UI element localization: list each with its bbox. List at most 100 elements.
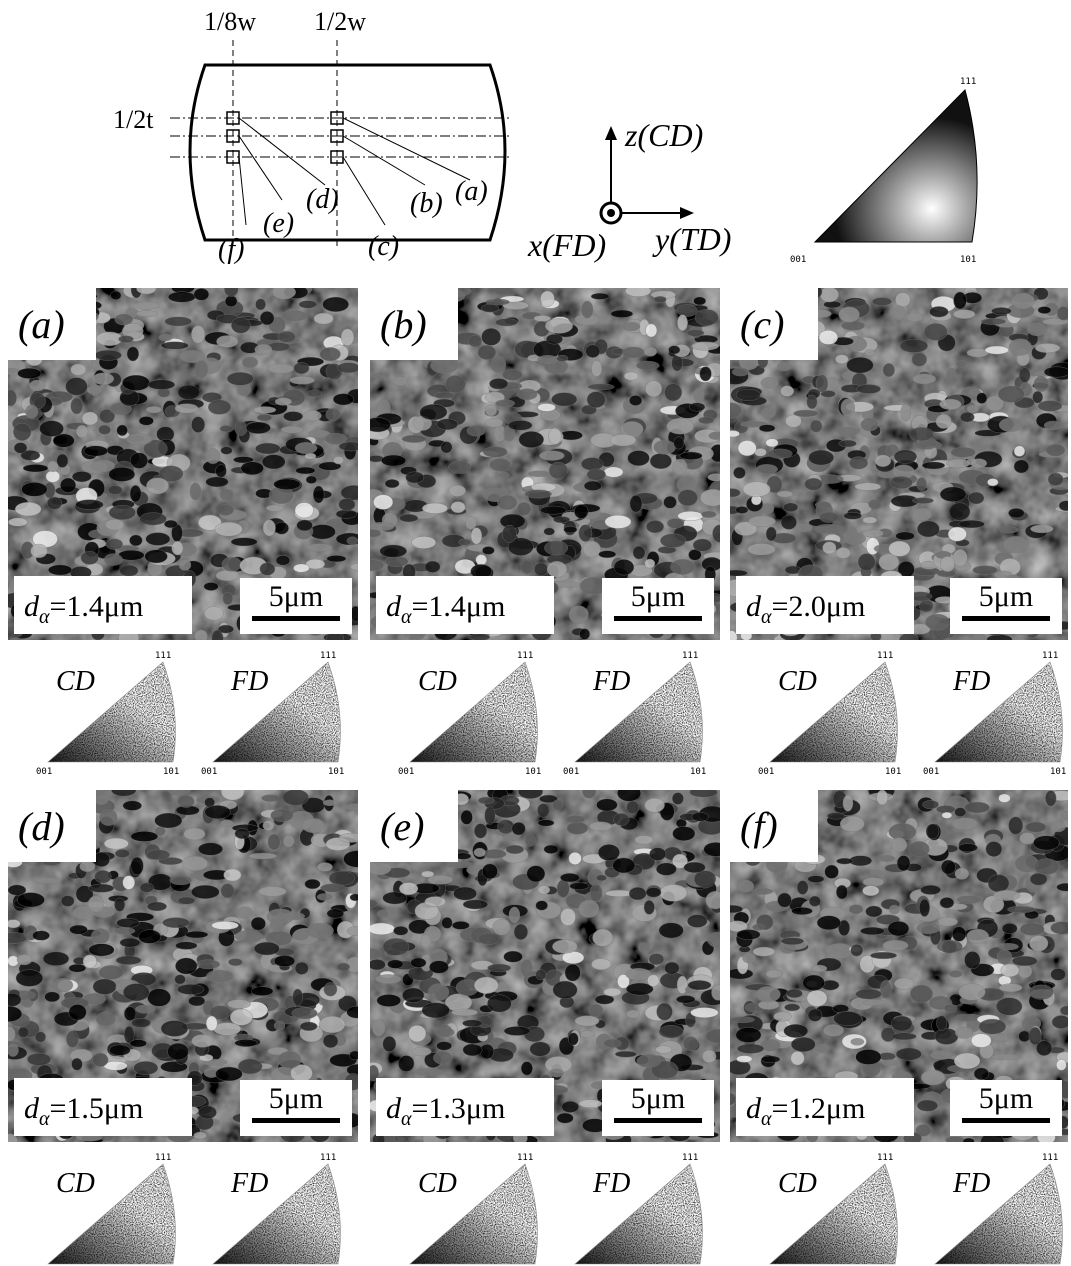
grain (468, 335, 482, 347)
grain (367, 862, 391, 875)
grain (988, 875, 1009, 893)
grain (470, 634, 490, 641)
pole-label: 111 (320, 1153, 336, 1163)
grain (953, 292, 966, 309)
grain (993, 890, 1020, 900)
grain (429, 961, 448, 974)
grain (722, 905, 743, 913)
grain (2, 1134, 17, 1149)
grain (167, 1043, 188, 1060)
grain (69, 1004, 87, 1020)
pole-label: 111 (682, 1153, 698, 1163)
grain (3, 993, 21, 1006)
grain (940, 556, 955, 572)
grain (487, 995, 511, 1012)
grain (967, 929, 989, 943)
grain (215, 1067, 242, 1081)
grain (872, 297, 892, 305)
grain (952, 818, 977, 830)
grain (843, 795, 853, 811)
grain (378, 910, 389, 918)
grain (393, 377, 408, 386)
grain (212, 921, 239, 929)
grain (61, 896, 74, 907)
scale-label: 5μm (979, 580, 1033, 613)
grain (271, 809, 293, 822)
panel: (d)dα=1.5μm5μm111001101CD111001101FD (0, 783, 371, 1266)
grain (100, 809, 118, 825)
grain (889, 823, 916, 840)
grain (538, 403, 556, 411)
grain (503, 369, 523, 380)
grain (521, 1061, 533, 1075)
grain (116, 956, 141, 965)
grain (863, 517, 877, 524)
grain (628, 450, 650, 465)
grain (491, 356, 506, 373)
direction-label: FD (592, 1168, 630, 1199)
grain (482, 849, 506, 858)
grain (274, 955, 295, 966)
grain (1019, 368, 1030, 383)
grain (935, 1028, 958, 1044)
grain (557, 1113, 574, 1123)
grain (655, 1046, 672, 1054)
grain (290, 376, 315, 384)
grain (736, 389, 760, 401)
grain (6, 920, 20, 929)
grain (599, 551, 616, 558)
grain (737, 880, 754, 892)
grain (179, 559, 191, 570)
grain (664, 496, 677, 508)
grain (761, 1056, 780, 1063)
grain (742, 953, 755, 963)
grain (814, 1044, 829, 1053)
grain (255, 443, 280, 454)
sample-outline (190, 65, 505, 240)
grain (445, 375, 465, 393)
figure: 1/8w 1/2w 1/2t (a) (b) (c) (d) (e) (f) z… (0, 0, 1071, 1266)
grain (347, 1006, 368, 1018)
grain (293, 564, 309, 572)
direction-label: CD (778, 666, 817, 697)
grain (463, 1044, 482, 1056)
grain (650, 453, 672, 468)
grain (688, 980, 711, 990)
thickness-label: 1/2t (113, 105, 154, 134)
grain (587, 469, 606, 480)
size-subscript: α (401, 606, 412, 628)
grain (672, 793, 683, 805)
grain (912, 353, 927, 367)
grain (895, 292, 910, 307)
grain (48, 461, 59, 472)
grain (497, 820, 514, 834)
grain (1019, 833, 1034, 845)
direction-label: FD (592, 666, 630, 697)
grain (487, 964, 510, 972)
grain (43, 952, 69, 966)
grain (314, 313, 334, 324)
direction-label: CD (56, 666, 95, 697)
grain (528, 471, 549, 477)
grain (604, 467, 623, 477)
grain (647, 975, 659, 987)
grain (276, 555, 290, 565)
grain (525, 834, 535, 847)
grain (109, 505, 136, 519)
grain (66, 1031, 78, 1048)
grain (175, 958, 197, 974)
grain (583, 541, 601, 557)
grain (465, 516, 476, 529)
grain (897, 855, 910, 871)
grain (925, 614, 949, 630)
grain (123, 983, 149, 1001)
grain (998, 943, 1019, 950)
grain (1009, 339, 1032, 356)
grain (1009, 817, 1023, 835)
grain (23, 464, 48, 472)
grain (894, 306, 905, 321)
size-symbol: d (24, 590, 40, 623)
grain (319, 1016, 345, 1033)
grain (474, 848, 486, 857)
grain (870, 952, 896, 959)
